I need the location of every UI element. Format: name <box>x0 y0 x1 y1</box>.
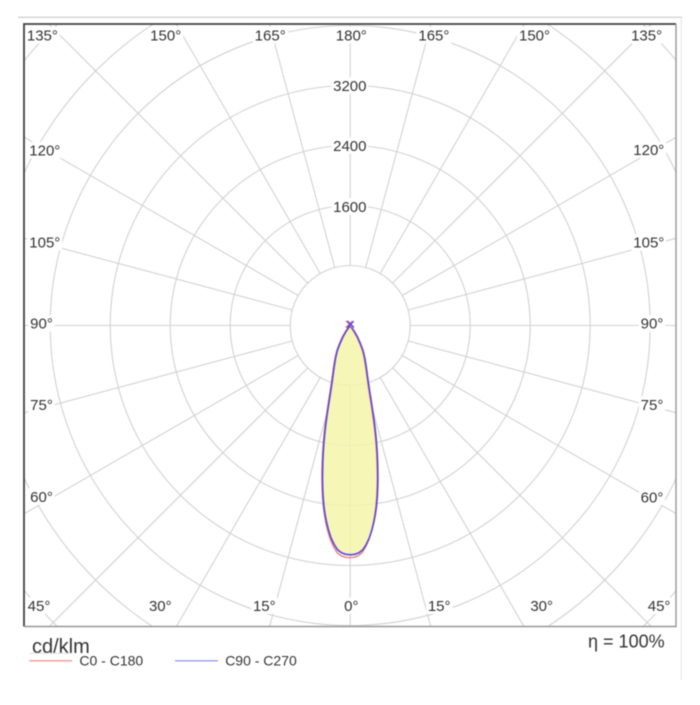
svg-text:105°: 105° <box>633 235 664 252</box>
svg-text:C90 - C270: C90 - C270 <box>225 653 297 669</box>
svg-text:75°: 75° <box>641 397 664 414</box>
svg-text:C0 - C180: C0 - C180 <box>79 653 143 669</box>
svg-text:90°: 90° <box>641 316 664 333</box>
svg-text:cd/klm: cd/klm <box>32 636 90 658</box>
svg-text:120°: 120° <box>29 142 60 159</box>
svg-text:2400: 2400 <box>333 138 366 155</box>
svg-text:30°: 30° <box>149 598 172 615</box>
svg-text:0°: 0° <box>344 598 358 615</box>
svg-text:η = 100%: η = 100% <box>588 632 665 652</box>
svg-text:135°: 135° <box>27 28 58 45</box>
svg-text:30°: 30° <box>530 598 553 615</box>
svg-text:120°: 120° <box>633 142 664 159</box>
svg-text:3200: 3200 <box>333 78 366 95</box>
svg-text:75°: 75° <box>30 397 53 414</box>
svg-text:135°: 135° <box>631 28 662 45</box>
svg-text:165°: 165° <box>255 28 286 45</box>
svg-text:60°: 60° <box>641 489 664 506</box>
svg-text:165°: 165° <box>418 28 449 45</box>
svg-text:60°: 60° <box>30 489 53 506</box>
svg-text:15°: 15° <box>253 598 276 615</box>
svg-text:45°: 45° <box>28 598 51 615</box>
svg-text:45°: 45° <box>648 598 671 615</box>
svg-text:150°: 150° <box>150 28 181 45</box>
svg-text:150°: 150° <box>519 28 550 45</box>
svg-text:90°: 90° <box>30 316 53 333</box>
svg-text:105°: 105° <box>29 234 60 251</box>
svg-text:180°: 180° <box>336 28 367 45</box>
svg-text:1600: 1600 <box>333 199 366 216</box>
svg-text:15°: 15° <box>428 598 451 615</box>
